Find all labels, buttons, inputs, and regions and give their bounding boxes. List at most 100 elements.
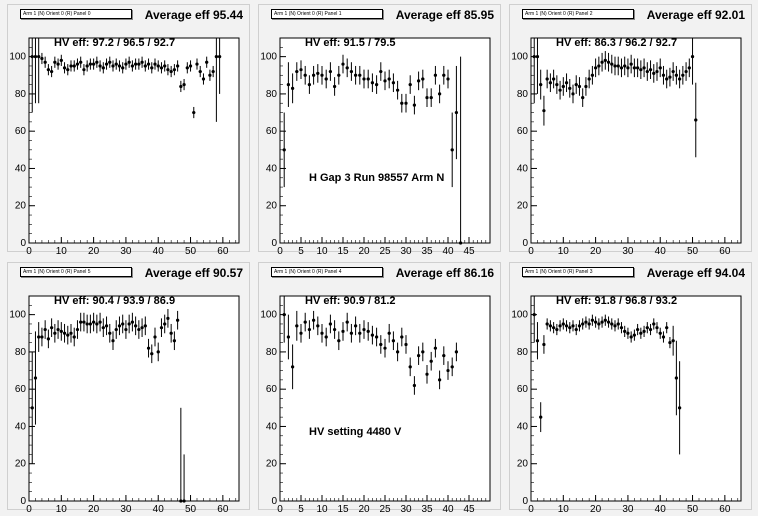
- x-tick-label: 10: [316, 246, 328, 257]
- x-tick-label: 40: [442, 246, 454, 257]
- data-point: [358, 73, 362, 77]
- data-point: [561, 322, 565, 326]
- data-point: [114, 327, 118, 332]
- y-tick-label: 60: [15, 126, 27, 137]
- data-point: [341, 329, 345, 334]
- data-point: [636, 66, 640, 70]
- y-tick-label: 100: [9, 310, 26, 321]
- data-point: [581, 322, 585, 326]
- data-point: [571, 92, 575, 96]
- data-point: [37, 55, 41, 59]
- data-point: [53, 331, 57, 335]
- panel-title: Arm 1 (N) Orient 0 (R) Panel 2: [522, 9, 634, 19]
- data-point: [558, 88, 562, 92]
- data-point: [558, 324, 562, 328]
- data-point: [438, 92, 442, 96]
- data-point: [307, 82, 311, 87]
- data-point: [324, 335, 328, 339]
- data-point: [150, 66, 154, 70]
- y-tick-label: 40: [15, 421, 27, 432]
- x-tick-label: 0: [528, 246, 534, 257]
- hv-eff-label: HV eff: 97.2 / 96.5 / 92.7: [54, 37, 175, 49]
- data-point: [286, 82, 290, 87]
- data-point: [320, 331, 324, 335]
- y-tick-label: 40: [15, 163, 27, 174]
- data-point: [166, 68, 170, 72]
- plot-frame: [530, 295, 742, 502]
- x-tick-label: 20: [88, 246, 100, 257]
- data-point: [117, 64, 122, 68]
- data-point: [404, 101, 408, 105]
- data-point: [50, 69, 54, 74]
- data-point: [358, 331, 362, 335]
- data-point: [694, 118, 698, 122]
- data-point: [349, 331, 353, 335]
- data-point: [66, 68, 70, 72]
- data-point: [636, 327, 640, 332]
- data-point: [548, 81, 552, 85]
- data-point: [639, 331, 643, 335]
- data-point: [417, 79, 421, 83]
- data-point: [408, 82, 412, 87]
- x-tick-label: 30: [400, 246, 412, 257]
- data-point: [383, 346, 387, 350]
- data-point: [140, 326, 144, 330]
- x-tick-label: 30: [120, 504, 132, 515]
- plot-frame: [28, 295, 240, 502]
- data-point: [169, 331, 173, 335]
- data-point: [379, 342, 383, 347]
- data-point: [629, 335, 633, 339]
- data-point: [574, 82, 578, 87]
- data-point: [603, 58, 607, 62]
- data-point: [75, 327, 80, 332]
- data-point: [337, 73, 341, 77]
- data-point: [555, 327, 559, 332]
- chart-svg: 0 20 40 60 80 100 0 5 10 15 20 25 30 35 40 45 HV eff: 91…: [260, 37, 491, 257]
- data-point: [642, 66, 646, 70]
- data-point: [341, 62, 345, 66]
- data-point: [92, 62, 96, 66]
- data-point: [114, 62, 118, 66]
- y-tick-label: 60: [266, 384, 278, 395]
- data-point: [412, 383, 416, 388]
- data-point: [652, 71, 656, 76]
- x-tick-label: 50: [687, 246, 699, 257]
- data-point: [69, 331, 73, 335]
- data-point: [37, 335, 41, 339]
- data-point: [72, 335, 76, 339]
- data-point: [127, 322, 131, 326]
- data-point: [362, 77, 366, 81]
- data-point: [75, 62, 80, 66]
- data-point: [425, 96, 429, 100]
- data-point: [603, 318, 607, 322]
- data-point: [545, 77, 549, 81]
- data-point: [179, 499, 183, 503]
- y-tick-label: 0: [522, 496, 528, 507]
- y-tick-label: 80: [266, 89, 278, 100]
- data-point: [616, 322, 620, 326]
- plot-panel: Arm 1 (N) Orient 0 (R) Panel 0 Average e…: [7, 4, 250, 257]
- panel-note: HV setting 4480 V: [309, 426, 402, 438]
- data-point: [117, 324, 122, 328]
- data-point: [626, 66, 630, 70]
- data-point: [345, 66, 349, 70]
- data-point: [542, 342, 546, 347]
- y-tick-label: 0: [20, 238, 26, 249]
- x-tick-label: 60: [217, 246, 229, 257]
- data-point: [366, 77, 370, 81]
- data-point: [324, 77, 328, 81]
- data-point: [43, 327, 47, 332]
- y-tick-label: 100: [511, 52, 528, 63]
- data-point: [62, 66, 67, 70]
- data-point: [182, 499, 186, 503]
- x-tick-label: 30: [400, 504, 412, 515]
- data-point: [295, 69, 299, 74]
- data-point: [619, 66, 624, 70]
- data-point: [111, 339, 115, 343]
- data-point: [182, 82, 186, 87]
- data-point: [163, 322, 167, 326]
- y-tick-label: 100: [260, 52, 277, 63]
- data-point: [639, 68, 643, 72]
- data-point: [130, 64, 134, 68]
- x-tick-label: 25: [379, 504, 391, 515]
